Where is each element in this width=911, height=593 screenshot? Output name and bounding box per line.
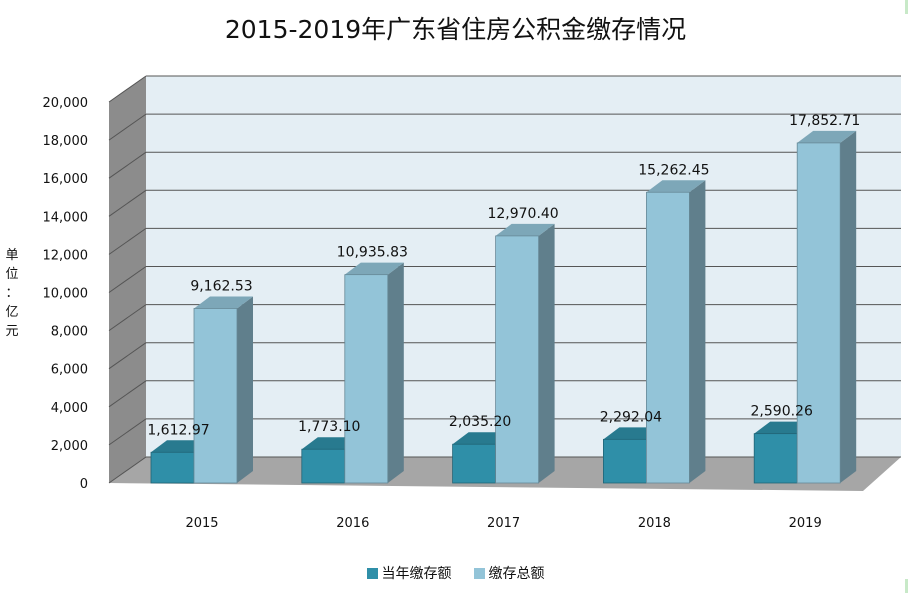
data-labels: 1,612.97 9,162.53 1,773.10 10,935.83 2,035.2… [147,113,860,438]
data-label: 2,035.20 [449,414,511,430]
y-tick-label: 2,000 [51,439,88,454]
bar-side [840,130,857,483]
y-axis-label-char: 亿 [5,305,19,320]
y-axis-label: 单位 ： 亿元 [4,246,20,341]
bar-front [646,191,690,484]
bar-side [387,262,404,483]
bar-side [689,180,706,484]
bar-front [301,448,346,484]
bar-top [495,223,555,236]
bar-side [237,296,253,483]
gridline-side [108,380,147,408]
y-axis-label-char: ： [5,286,19,301]
y-tick-label: 12,000 [43,248,89,263]
legend-item: 缴存总额 [473,563,545,583]
bar-top [797,130,857,143]
y-tick-label: 0 [80,477,88,492]
data-label: 9,162.53 [190,278,252,294]
y-tick-label: 20,000 [43,96,89,111]
gridline-side [108,113,147,141]
legend-item: 当年缴存额 [366,563,452,583]
x-tick-label: 2016 [336,516,369,531]
data-label: 1,773.10 [298,419,360,435]
bar [193,296,253,484]
bar-front [603,438,647,484]
corner-decoration [905,579,908,593]
bar-front [495,235,540,484]
bar-front [344,274,389,484]
data-label: 17,852.71 [789,113,860,129]
gridline-side [108,189,147,217]
x-tick-labels: 2015 2016 2017 2018 2019 [185,516,821,531]
y-tick-label: 16,000 [43,172,89,187]
y-tick-labels: 0 2,000 4,000 6,000 8,000 10,000 12,000 14,000 1… [43,96,89,492]
bar [344,262,404,484]
bar-top [344,262,404,275]
x-tick-label: 2019 [789,516,822,531]
y-tick-label: 10,000 [43,287,89,302]
bar-top [194,296,253,309]
bar [495,223,555,484]
bar-front [753,433,798,484]
bar-side [538,223,555,483]
data-label: 1,612.97 [147,422,209,438]
legend-swatch [473,567,485,579]
bar-front [150,451,195,484]
data-label: 15,262.45 [638,162,709,178]
chart-title: 2015-2019年广东省住房公积金缴存情况 [224,15,687,44]
x-tick-label: 2017 [487,516,520,531]
y-tick-label: 4,000 [51,401,88,416]
y-axis-label-char: 单 [5,248,19,263]
gridline-side [108,151,147,179]
bar-front [796,142,841,484]
gridline-side [108,418,147,446]
y-tick-label: 6,000 [51,363,88,378]
corner-decoration [905,0,908,14]
y-tick-label: 18,000 [43,134,89,149]
y-axis-label-char: 元 [5,324,19,339]
data-label: 2,292.04 [600,409,662,425]
gridline-side [108,75,147,103]
data-label: 10,935.83 [337,245,408,261]
y-tick-label: 8,000 [51,325,88,340]
bar-front [452,443,497,484]
bars [150,130,857,484]
gridline-side [108,304,147,332]
x-tick-label: 2015 [185,516,218,531]
gridline-side [108,266,147,293]
x-tick-label: 2018 [638,516,671,531]
gridline-side [108,456,147,484]
legend-label: 当年缴存额 [381,566,452,582]
bar-top [646,180,706,193]
bar [646,180,706,484]
gridline-side [108,342,147,370]
bar [796,130,857,484]
data-label: 2,590.26 [751,404,813,420]
legend-label: 缴存总额 [488,566,545,582]
gridline-side [108,227,147,255]
legend: 当年缴存额 缴存总额 [0,563,911,583]
bar-front [193,308,238,484]
legend-swatch [366,567,378,579]
data-label: 12,970.40 [487,206,558,222]
y-axis-label-char: 位 [5,267,19,282]
y-tick-label: 14,000 [43,210,89,225]
